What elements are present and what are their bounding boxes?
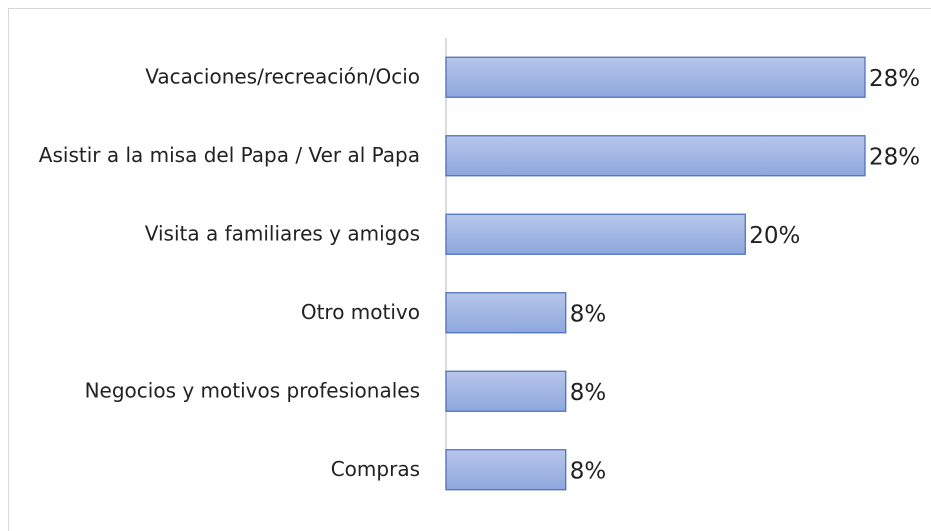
value-label: 28% xyxy=(869,66,920,92)
value-label: 8% xyxy=(570,380,607,406)
bar xyxy=(445,449,567,491)
bar xyxy=(445,213,746,255)
value-label: 8% xyxy=(570,301,607,327)
category-label: Vacaciones/recreación/Ocio xyxy=(145,64,420,88)
category-label: Visita a familiares y amigos xyxy=(145,221,420,245)
value-label: 28% xyxy=(869,144,920,170)
chart-border xyxy=(8,8,931,531)
bar xyxy=(445,135,866,177)
value-label: 8% xyxy=(570,458,607,484)
bar xyxy=(445,370,567,412)
category-label: Otro motivo xyxy=(301,299,420,323)
category-label: Compras xyxy=(331,456,420,480)
category-label: Negocios y motivos profesionales xyxy=(85,378,420,402)
value-label: 20% xyxy=(749,223,800,249)
bar xyxy=(445,292,567,334)
bar xyxy=(445,56,866,98)
category-label: Asistir a la misa del Papa / Ver al Papa xyxy=(39,142,420,166)
